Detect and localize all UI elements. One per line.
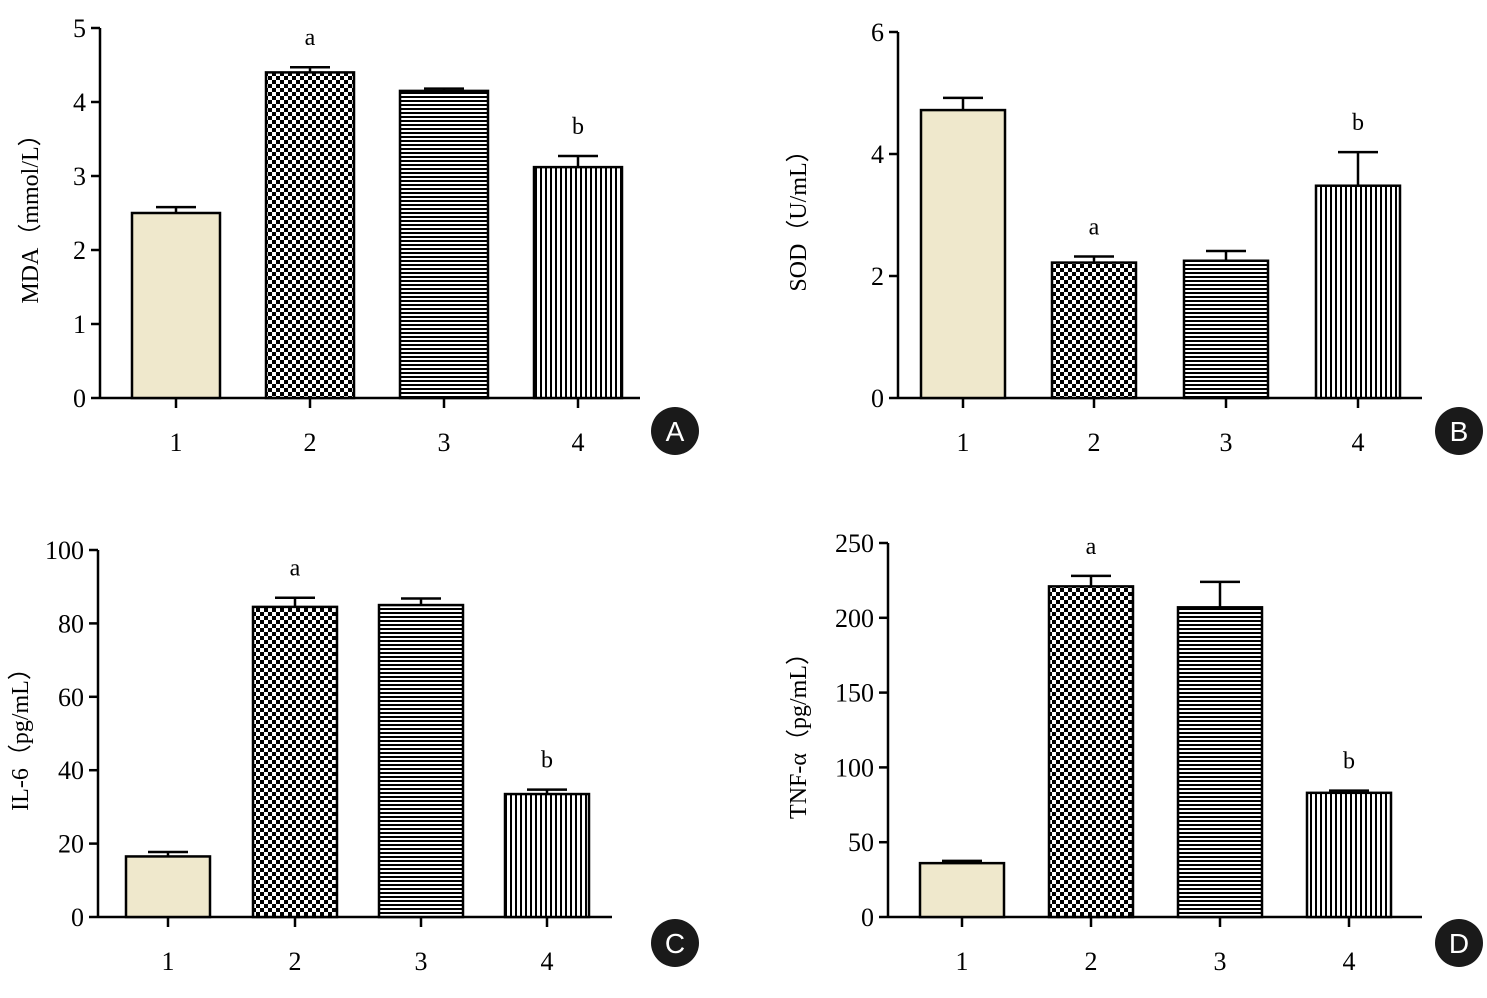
bar-group-2 (1047, 585, 1135, 919)
y-tick-label: 100 (45, 536, 84, 565)
bar-group-1 (124, 855, 212, 919)
x-tick-label: 1 (162, 947, 175, 976)
panel-badge-label: D (1449, 928, 1469, 959)
x-tick-label: 2 (1085, 947, 1098, 976)
x-tick-label: 3 (1220, 428, 1233, 457)
panel-d: 0 50 100 150 200 250 TNF-α（pg/mL） 1 2 a 3 4 b D (786, 529, 1483, 976)
significance-label: b (1343, 749, 1355, 775)
panel-badge (1435, 919, 1483, 967)
y-axis-title: MDA（mmol/L） (18, 122, 44, 303)
significance-label: b (572, 114, 584, 140)
bar-group-2 (264, 71, 356, 400)
bar-group-4 (1314, 184, 1402, 400)
y-tick-label: 2 (73, 236, 86, 265)
panel-b: 0 2 4 6 SOD（U/mL） 1 2 a 3 4 b B (786, 18, 1483, 457)
y-tick-label: 0 (73, 384, 86, 413)
x-tick-label: 1 (170, 428, 183, 457)
y-tick-label: 2 (871, 262, 884, 291)
panel-badge (1435, 407, 1483, 455)
y-tick-label: 1 (73, 310, 86, 339)
y-tick-label: 0 (861, 903, 874, 932)
significance-label: a (305, 25, 316, 51)
y-tick-label: 200 (835, 604, 874, 633)
y-axis-title: IL-6（pg/mL） (8, 656, 34, 811)
panel-c: 0 20 40 60 80 100 IL-6（pg/mL） 1 2 a 3 4 b C (8, 536, 699, 976)
x-tick-label: 1 (957, 428, 970, 457)
y-tick-label: 100 (835, 753, 874, 782)
panel-badge-label: A (666, 416, 685, 447)
panel-a: 0 1 2 3 4 5 MDA（mmol/L） 1 2 a 3 4 b A (18, 14, 699, 457)
x-tick-label: 2 (304, 428, 317, 457)
x-tick-label: 3 (438, 428, 451, 457)
bar-group-3 (398, 89, 490, 400)
bar-group-1 (130, 211, 222, 400)
bar-group-3 (1182, 259, 1270, 400)
bar-group-3 (377, 603, 465, 919)
y-tick-label: 50 (848, 828, 874, 857)
panel-badge-label: C (665, 928, 685, 959)
bar-group-3 (1176, 606, 1264, 919)
y-tick-label: 150 (835, 679, 874, 708)
y-tick-label: 20 (58, 830, 84, 859)
y-tick-label: 6 (871, 18, 884, 47)
y-tick-label: 80 (58, 609, 84, 638)
x-tick-label: 3 (1214, 947, 1227, 976)
y-tick-label: 250 (835, 529, 874, 558)
y-tick-label: 0 (71, 903, 84, 932)
y-tick-label: 0 (871, 384, 884, 413)
bar-group-2 (251, 605, 339, 919)
x-tick-label: 4 (541, 947, 554, 976)
y-tick-label: 3 (73, 162, 86, 191)
significance-label: a (1086, 534, 1097, 560)
x-tick-label: 4 (572, 428, 585, 457)
bar-group-1 (918, 861, 1006, 919)
significance-label: a (290, 556, 301, 582)
bar-group-4 (532, 165, 624, 400)
x-tick-label: 4 (1352, 428, 1365, 457)
bar-group-4 (503, 792, 591, 919)
x-tick-label: 4 (1343, 947, 1356, 976)
y-axis-title: TNF-α（pg/mL） (786, 641, 812, 819)
bar-group-4 (1305, 791, 1393, 919)
significance-label: b (1352, 110, 1364, 136)
x-tick-label: 3 (415, 947, 428, 976)
significance-label: b (541, 748, 553, 774)
y-tick-label: 4 (73, 88, 86, 117)
x-tick-label: 1 (956, 947, 969, 976)
panel-badge (651, 919, 699, 967)
y-tick-label: 40 (58, 756, 84, 785)
significance-label: a (1089, 214, 1100, 240)
y-tick-label: 4 (871, 140, 884, 169)
panel-badge-label: B (1450, 416, 1469, 447)
x-tick-label: 2 (1088, 428, 1101, 457)
panel-badge (651, 407, 699, 455)
bar-group-2 (1050, 261, 1138, 400)
y-axis-title: SOD（U/mL） (786, 138, 812, 291)
y-tick-label: 5 (73, 14, 86, 43)
y-tick-label: 60 (58, 683, 84, 712)
bar-group-1 (919, 108, 1007, 400)
x-tick-label: 2 (289, 947, 302, 976)
